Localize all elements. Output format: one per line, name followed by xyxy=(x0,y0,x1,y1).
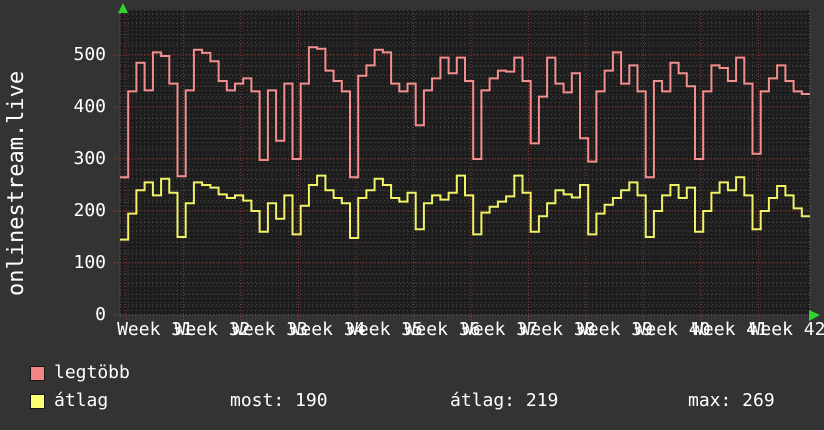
y-tick-label-200: 200 xyxy=(73,200,106,221)
x-tick-label-week-32: Week 32 xyxy=(174,319,251,340)
stat-max: max: 269 xyxy=(688,390,775,411)
x-tick-label-week-42: Week 42 xyxy=(749,319,824,340)
x-tick-label-week-38: Week 38 xyxy=(519,319,596,340)
y-tick-label-500: 500 xyxy=(73,44,106,65)
x-tick-label-week-39: Week 39 xyxy=(577,319,653,340)
y-tick-label-300: 300 xyxy=(73,148,106,169)
x-tick-label-week-31: Week 31 xyxy=(117,319,193,340)
stat-atlag: átlag: 219 xyxy=(450,390,559,411)
rrd-graph-plot xyxy=(114,3,820,321)
x-tick-label-week-37: Week 37 xyxy=(462,319,538,340)
legend-swatch-legtobb xyxy=(30,366,45,381)
x-tick-label-week-35: Week 35 xyxy=(347,319,423,340)
y-tick-label-400: 400 xyxy=(73,96,106,117)
x-tick-label-week-40: Week 40 xyxy=(634,319,711,340)
x-axis-arrow-icon xyxy=(809,310,820,321)
x-tick-label-week-33: Week 33 xyxy=(232,319,308,340)
legend-swatch-atlag xyxy=(30,394,45,409)
x-tick-label-week-36: Week 36 xyxy=(404,319,481,340)
stat-most: most: 190 xyxy=(230,390,328,411)
x-tick-label-week-41: Week 41 xyxy=(692,319,768,340)
legend-label-legtobb: legtöbb xyxy=(54,362,130,383)
series-line-átlag xyxy=(120,174,810,241)
legend-label-atlag: átlag xyxy=(54,390,109,411)
y-tick-label-0: 0 xyxy=(95,304,106,325)
x-tick-label-week-34: Week 34 xyxy=(289,319,366,340)
y-tick-label-100: 100 xyxy=(73,252,106,273)
series-line-legtöbb xyxy=(120,46,810,179)
y-axis-arrow-icon xyxy=(118,3,128,13)
rrd-graph-svg xyxy=(114,3,820,321)
